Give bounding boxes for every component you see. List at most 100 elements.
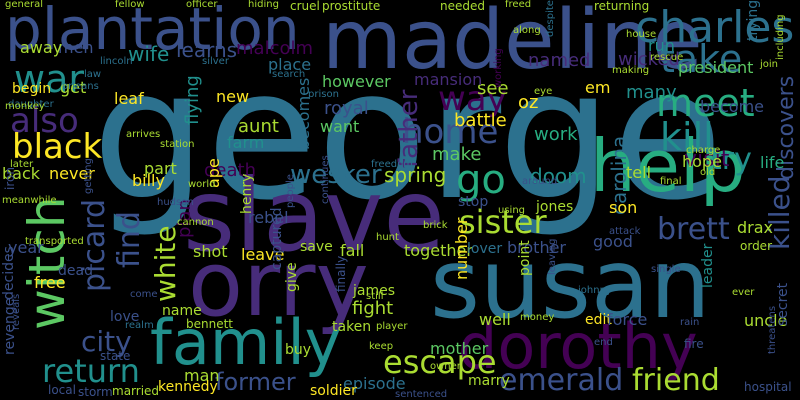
word-place: place [268, 55, 312, 74]
word-taken: taken [332, 319, 372, 335]
word-stop: stop [458, 194, 489, 210]
word-name: name [162, 303, 202, 319]
word-working: working [493, 48, 504, 88]
word-death: death [204, 160, 256, 181]
word-including: including [775, 14, 786, 60]
word-general: general [5, 0, 44, 10]
word-using: using [498, 205, 526, 216]
word-wicked: wicked [618, 49, 680, 70]
word-prison: prison [308, 89, 339, 100]
word-kill: kill [660, 115, 714, 159]
word-shot: shot [193, 242, 228, 261]
word-continues: continues [320, 155, 331, 204]
word-ever: ever [732, 287, 755, 298]
word-leaf: leaf [114, 89, 144, 108]
word-captured: captured [269, 207, 285, 270]
word-cruel: cruel [290, 0, 320, 13]
word-sentenced: sentenced [395, 389, 448, 400]
word-law: law [84, 69, 102, 80]
word-buy: buy [285, 342, 312, 358]
word-old: old [700, 167, 716, 178]
word-plantation: plantation [5, 0, 300, 63]
word-aunt: aunt [238, 116, 279, 137]
word-force: force [607, 310, 648, 329]
word-hudson: hudson [157, 197, 194, 208]
word-cannon: cannon [177, 217, 214, 228]
word-local: local [48, 383, 76, 397]
word-son: son [609, 198, 638, 217]
word-go: go [456, 157, 506, 203]
word-freed: freed [505, 0, 532, 10]
word-house: house [626, 29, 657, 40]
word-george: george [92, 31, 723, 240]
word-storm: storm [78, 385, 113, 399]
word-uncle: uncle [744, 311, 788, 330]
word-station: station [160, 139, 195, 150]
word-hunt: hunt [376, 232, 399, 243]
word-realm: realm [125, 320, 154, 331]
word-help: help [590, 124, 746, 208]
word-freedom: freedom [371, 159, 413, 170]
word-threatens: threatens [767, 305, 778, 354]
word-getting: getting [83, 158, 94, 194]
word-get: get [60, 78, 87, 97]
word-rain: rain [680, 317, 700, 328]
word-come: come [130, 289, 158, 300]
word-emerald: emerald [499, 363, 624, 398]
word-spring: spring [384, 163, 447, 187]
word-farm: farm [227, 133, 265, 152]
word-return: return [42, 352, 140, 390]
word-new: new [216, 87, 250, 106]
word-making: making [612, 65, 650, 76]
word-see: see [477, 78, 509, 99]
word-edit: edit [585, 312, 612, 328]
word-married: married [112, 384, 160, 398]
word-point: point [517, 240, 533, 276]
word-fellow: fellow [115, 0, 145, 10]
word-returning: returning [594, 0, 650, 13]
word-mother: mother [430, 339, 489, 358]
word-fire: fire [684, 337, 704, 351]
word-kennedy: kennedy [158, 379, 218, 395]
word-fall: fall [340, 241, 365, 260]
word-former: former [215, 368, 296, 396]
word-people: people [285, 174, 296, 208]
word-needed: needed [440, 0, 485, 13]
word-home: home [402, 112, 499, 152]
word-brother: brother [507, 238, 567, 257]
word-way: way [438, 79, 507, 119]
word-along: along [513, 25, 541, 36]
word-year: year [8, 238, 44, 257]
word-iron: iron [3, 167, 17, 190]
word-madeline: madeline [322, 0, 703, 88]
word-later: later [10, 159, 34, 170]
word-world: world [188, 179, 216, 190]
word-well: well [479, 310, 511, 329]
word-hiding: hiding [248, 0, 279, 10]
word-fight: fight [352, 298, 394, 319]
word-join: join [760, 59, 779, 70]
word-never: never [49, 164, 95, 183]
word-city: city [81, 325, 132, 358]
word-charge: charge [686, 145, 721, 156]
word-still: still [366, 291, 384, 302]
word-man: man [184, 366, 220, 385]
word-royal: royal [324, 98, 369, 119]
word-friend: friend [632, 363, 720, 398]
word-doom: doom [530, 164, 587, 188]
word-family: family [150, 306, 342, 379]
word-reveals: reveals [11, 293, 22, 330]
word-life: life [760, 153, 785, 172]
word-begin: begin [12, 81, 52, 97]
word-escape: escape [383, 343, 497, 381]
word-end: end [594, 337, 613, 348]
word-find: find [112, 211, 147, 268]
word-dead: dead [58, 263, 93, 279]
word-episode: episode [343, 374, 406, 393]
word-tell: tell [626, 163, 652, 182]
word-save: save [300, 239, 333, 255]
word-susan: susan [430, 228, 711, 340]
word-drax: drax [737, 218, 774, 237]
word-order: order [740, 239, 772, 253]
